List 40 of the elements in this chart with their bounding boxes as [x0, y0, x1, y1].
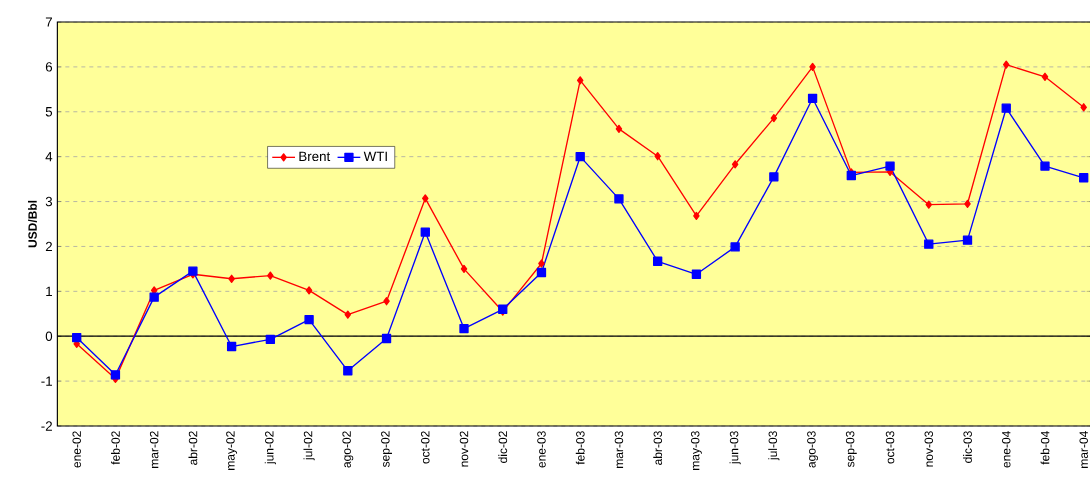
y-tick-label: 5 — [45, 107, 53, 117]
legend-label: Brent — [299, 151, 331, 162]
x-tick-label: jun-02 — [264, 431, 276, 465]
x-tick-label: ago-03 — [807, 431, 819, 468]
x-tick-label: ene-04 — [1001, 431, 1011, 468]
x-tick-label: jul-03 — [768, 431, 780, 461]
x-tick-label: nov-03 — [924, 431, 934, 467]
x-tick-label: feb-04 — [1040, 431, 1050, 465]
x-tick-label: ago-02 — [342, 431, 354, 468]
x-tick-label: ene-03 — [537, 431, 546, 468]
x-tick-label: may-02 — [226, 431, 238, 470]
x-tick-label: nov-02 — [459, 431, 469, 467]
y-tick-label: 2 — [45, 241, 52, 252]
x-tick-label: jun-03 — [729, 431, 741, 465]
x-tick-label: oct-02 — [421, 431, 430, 464]
x-tick-label: abr-03 — [653, 431, 663, 465]
x-tick-label: dic-03 — [963, 431, 972, 463]
x-tick-label: sep-03 — [845, 431, 857, 468]
x-tick-label: dic-02 — [498, 431, 508, 463]
x-tick-label: abr-02 — [188, 431, 198, 465]
y-tick-label: 3 — [45, 196, 53, 207]
x-tick-label: feb-02 — [111, 431, 120, 465]
x-tick-label: may-03 — [690, 431, 702, 470]
x-tick-label: ene-02 — [72, 431, 81, 468]
y-tick-label: 1 — [46, 286, 52, 296]
y-tick-label: 0 — [45, 331, 53, 341]
y-tick-label: 4 — [45, 152, 53, 162]
y-axis-title: USD/Bbl — [28, 200, 37, 248]
x-tick-label: sep-02 — [381, 431, 392, 468]
x-tick-label: jul-02 — [303, 431, 315, 461]
legend-label: WTI — [363, 151, 387, 161]
y-tick-label: -2 — [41, 421, 52, 431]
x-tick-label: mar-04 — [1079, 431, 1088, 468]
y-tick-label: -1 — [41, 376, 52, 386]
y-tick-label: 6 — [45, 62, 53, 72]
x-tick-label: mar-02 — [149, 431, 159, 468]
x-tick-label: mar-03 — [614, 431, 624, 468]
x-tick-label: oct-03 — [885, 431, 895, 464]
x-tick-label: feb-03 — [575, 431, 585, 465]
y-tick-label: 7 — [45, 17, 52, 27]
